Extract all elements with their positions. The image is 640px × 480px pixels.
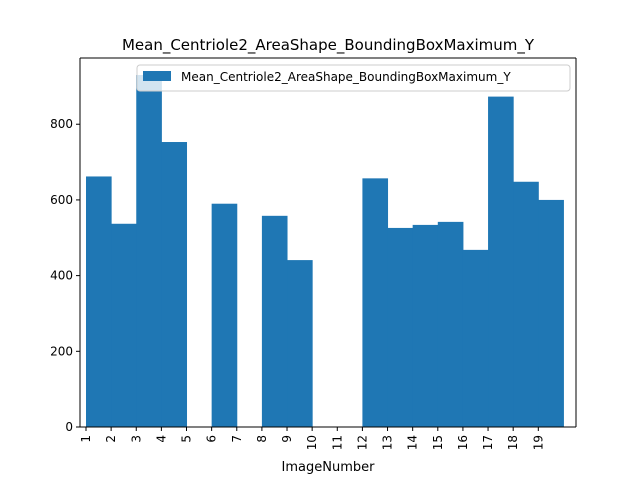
bar-3 <box>136 75 162 428</box>
bar-14 <box>412 224 439 427</box>
y-tick-label-0: 0 <box>65 420 73 434</box>
legend-swatch <box>143 71 171 81</box>
bar-15 <box>437 221 464 427</box>
x-tick-label-7: 7 <box>230 435 244 443</box>
chart-title: Mean_Centriole2_AreaShape_BoundingBoxMax… <box>122 36 535 55</box>
x-axis-label: ImageNumber <box>282 460 376 475</box>
bar-12 <box>362 178 389 427</box>
bar-17 <box>488 96 514 427</box>
x-tick-label-17: 17 <box>481 435 495 450</box>
legend-frame <box>136 64 571 92</box>
x-tick-label-6: 6 <box>205 435 219 443</box>
x-tick-label-5: 5 <box>180 435 194 443</box>
x-tick-label-19: 19 <box>531 435 545 450</box>
bar-18 <box>513 181 539 427</box>
x-tick-label-15: 15 <box>431 435 445 450</box>
x-tick-label-9: 9 <box>280 435 294 443</box>
x-tick-label-1: 1 <box>79 435 93 443</box>
x-tick-label-11: 11 <box>330 435 344 450</box>
x-tick-label-2: 2 <box>104 435 118 443</box>
y-tick-label-800: 800 <box>50 117 73 131</box>
bar-13 <box>387 227 414 427</box>
axes-group <box>79 57 577 428</box>
bar-8 <box>261 215 288 427</box>
y-tick-label-600: 600 <box>50 193 73 207</box>
y-tick-label-400: 400 <box>50 269 73 283</box>
bar-2 <box>111 223 137 427</box>
y-ticks-group: 0 200 400 600 800 <box>50 117 80 434</box>
x-tick-label-14: 14 <box>406 435 420 450</box>
x-tick-label-13: 13 <box>381 435 395 450</box>
bar-19 <box>538 199 564 427</box>
x-tick-label-16: 16 <box>456 435 470 450</box>
x-tick-label-10: 10 <box>305 435 319 450</box>
bars-group <box>86 75 564 428</box>
x-ticks-group: 1 2 3 4 5 6 7 8 9 10 11 12 13 14 15 16 17 18 19 <box>79 427 545 450</box>
x-tick-label-8: 8 <box>255 435 269 443</box>
x-tick-label-3: 3 <box>129 435 143 443</box>
bar-16 <box>462 249 489 427</box>
x-tick-label-4: 4 <box>154 435 168 443</box>
legend-label: Mean_Centriole2_AreaShape_BoundingBoxMax… <box>181 70 511 84</box>
y-tick-label-200: 200 <box>50 344 73 358</box>
x-tick-label-12: 12 <box>355 435 369 450</box>
bar-4 <box>161 142 188 427</box>
legend: Mean_Centriole2_AreaShape_BoundingBoxMax… <box>136 64 571 92</box>
x-tick-label-18: 18 <box>506 435 520 450</box>
bar-6 <box>211 203 238 427</box>
bar-1 <box>86 176 112 427</box>
bar-9 <box>287 260 313 427</box>
